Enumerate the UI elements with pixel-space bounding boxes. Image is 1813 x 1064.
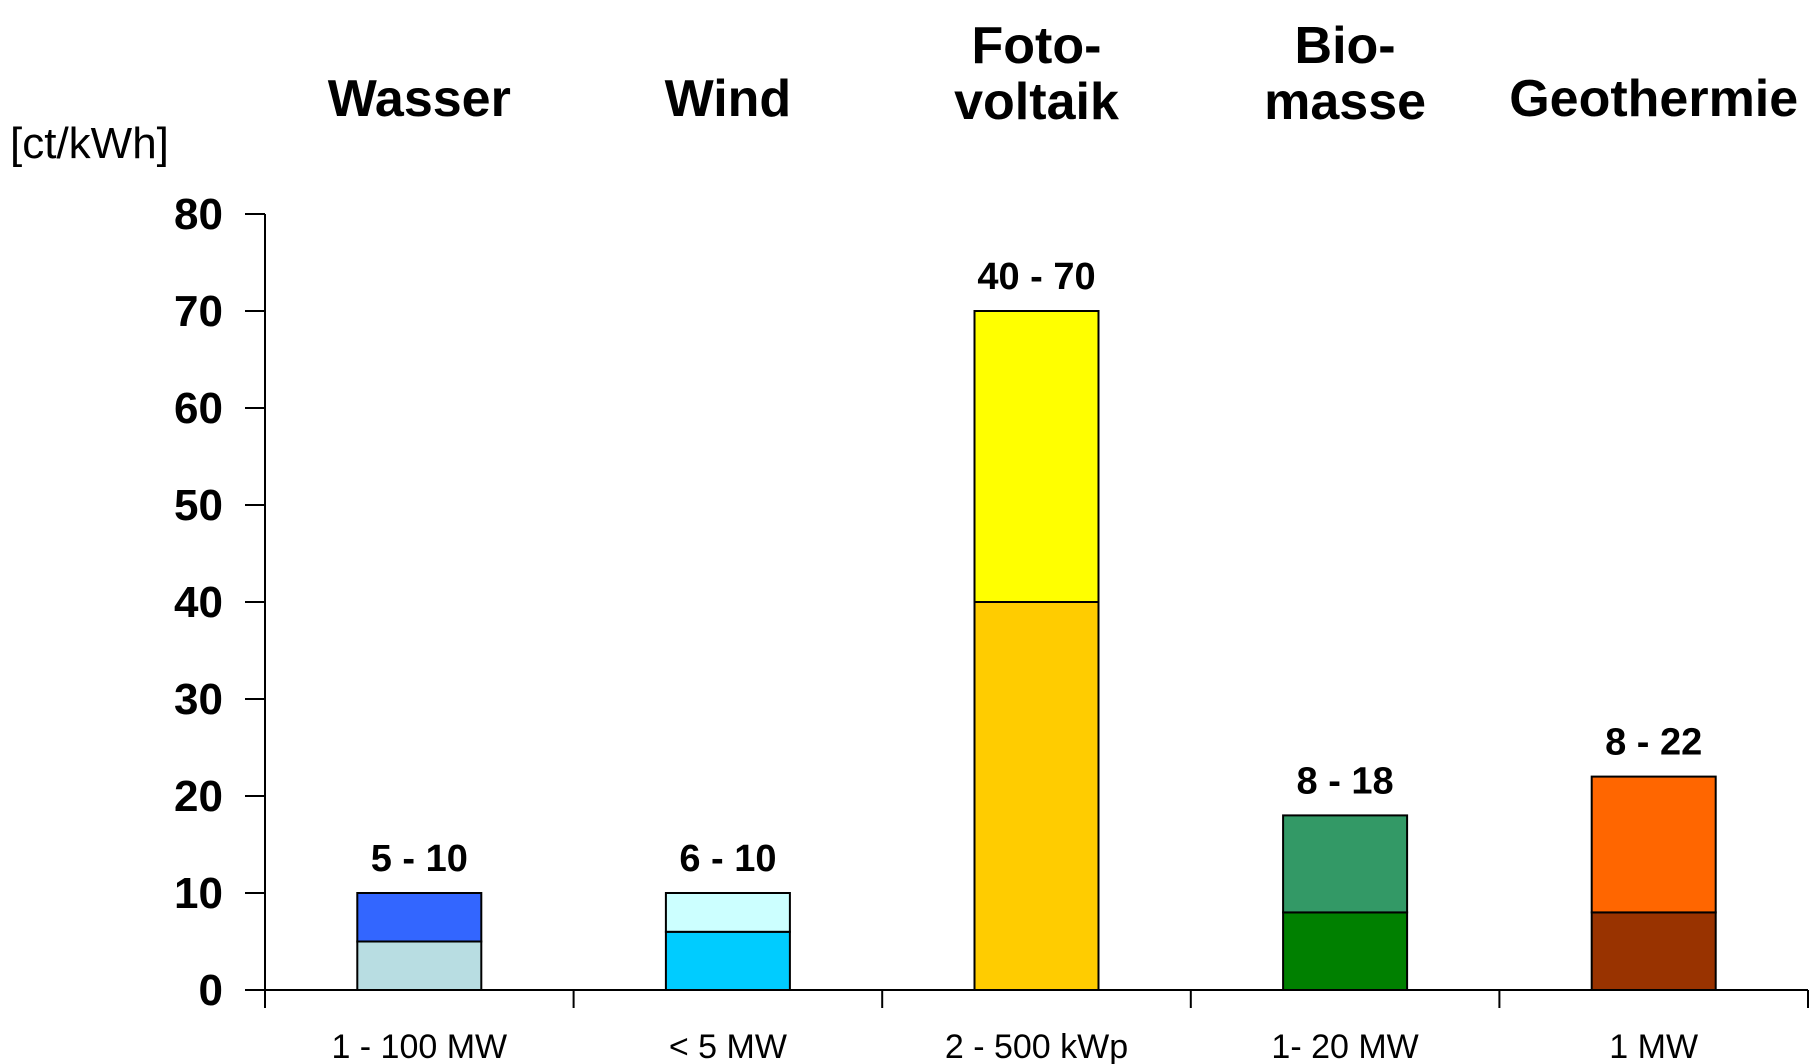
labels: 0 10 20 30 40 50 60 70 80 5 - 10 1 - 100 MW Wasser 6… bbox=[174, 17, 1798, 1064]
category-title: Geothermie bbox=[1509, 70, 1798, 128]
y-tick-label: 60 bbox=[174, 384, 223, 433]
y-tick-label: 40 bbox=[174, 578, 223, 627]
y-axis-unit-label: [ct/kWh] bbox=[10, 119, 169, 168]
y-tick-label: 70 bbox=[174, 287, 223, 336]
category-title: Foto- bbox=[972, 17, 1102, 75]
y-tick-label: 50 bbox=[174, 481, 223, 530]
capacity-label: 1- 20 MW bbox=[1271, 1028, 1418, 1064]
bar-range-label: 40 - 70 bbox=[977, 256, 1095, 298]
bar-range-label: 8 - 22 bbox=[1605, 722, 1702, 764]
bar-segment-high bbox=[664, 892, 791, 933]
category-title: Wasser bbox=[328, 70, 511, 128]
capacity-label: 1 - 100 MW bbox=[331, 1028, 507, 1064]
bar-segment-high bbox=[356, 892, 483, 943]
y-tick-label: 10 bbox=[174, 869, 223, 918]
category-title: Bio- bbox=[1295, 17, 1396, 75]
bar-segment-low bbox=[664, 930, 791, 991]
category-title: masse bbox=[1264, 73, 1426, 131]
bar-segment-low bbox=[1282, 911, 1409, 992]
y-tick-label: 80 bbox=[174, 190, 223, 239]
bar-range-label: 5 - 10 bbox=[371, 838, 468, 880]
y-tick-label: 20 bbox=[174, 772, 223, 821]
bar-segment-low bbox=[973, 601, 1100, 991]
bars bbox=[356, 310, 1717, 992]
capacity-label: 2 - 500 kWp bbox=[945, 1028, 1128, 1064]
category-title: voltaik bbox=[954, 73, 1119, 131]
capacity-label: 1 MW bbox=[1609, 1028, 1698, 1064]
bar-range-label: 8 - 18 bbox=[1297, 760, 1394, 802]
bar-range-label: 6 - 10 bbox=[679, 838, 776, 880]
axes bbox=[245, 213, 1809, 1008]
bar-segment-high bbox=[1590, 775, 1717, 914]
bar-segment-low bbox=[1590, 911, 1717, 992]
y-tick-label: 30 bbox=[174, 675, 223, 724]
category-title: Wind bbox=[665, 70, 792, 128]
bar-segment-high bbox=[973, 310, 1100, 603]
bar-segment-low bbox=[356, 940, 483, 991]
y-tick-label: 0 bbox=[199, 966, 223, 1015]
capacity-label: < 5 MW bbox=[669, 1028, 787, 1064]
bar-segment-high bbox=[1282, 814, 1409, 914]
